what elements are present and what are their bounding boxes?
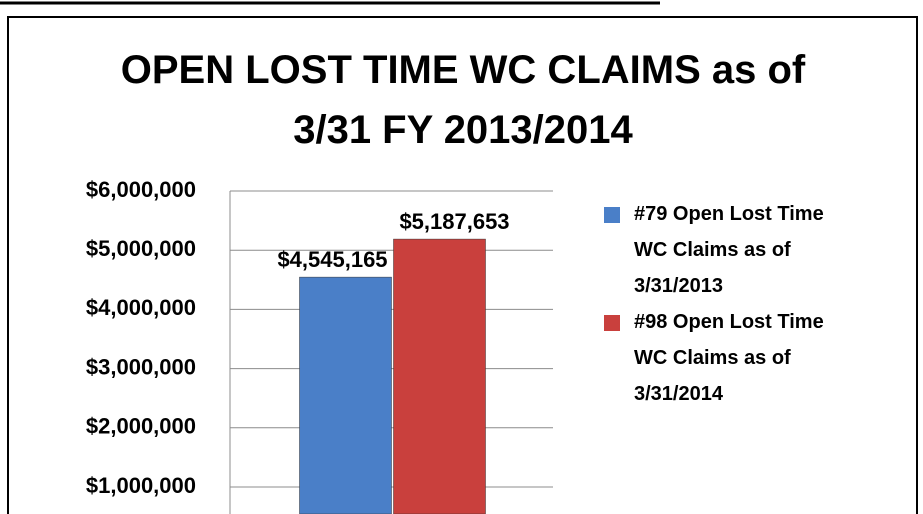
chart-frame <box>7 16 918 514</box>
bar <box>393 238 486 514</box>
legend: #79 Open Lost Time WC Claims as of 3/31/… <box>600 196 850 412</box>
legend-swatch <box>604 207 620 223</box>
legend-swatch <box>604 315 620 331</box>
chart-title: OPEN LOST TIME WC CLAIMS as of 3/31 FY 2… <box>120 48 806 152</box>
y-tick-label: $3,000,000 <box>86 354 196 379</box>
bar <box>299 276 392 514</box>
y-tick-label: $1,000,000 <box>86 473 196 498</box>
y-tick-label: $2,000,000 <box>86 414 196 439</box>
data-label: $4,545,165 <box>277 247 387 272</box>
y-tick-label: $6,000,000 <box>86 177 196 202</box>
legend-label: #79 Open Lost Time WC Claims as of 3/31/… <box>634 203 824 297</box>
y-tick-label: $4,000,000 <box>86 295 196 320</box>
y-tick-label: $5,000,000 <box>86 236 196 261</box>
legend-item: #79 Open Lost Time WC Claims as of 3/31/… <box>600 196 834 304</box>
data-label: $5,187,653 <box>399 209 509 234</box>
legend-label: #98 Open Lost Time WC Claims as of 3/31/… <box>634 311 824 405</box>
legend-item: #98 Open Lost Time WC Claims as of 3/31/… <box>600 304 834 412</box>
